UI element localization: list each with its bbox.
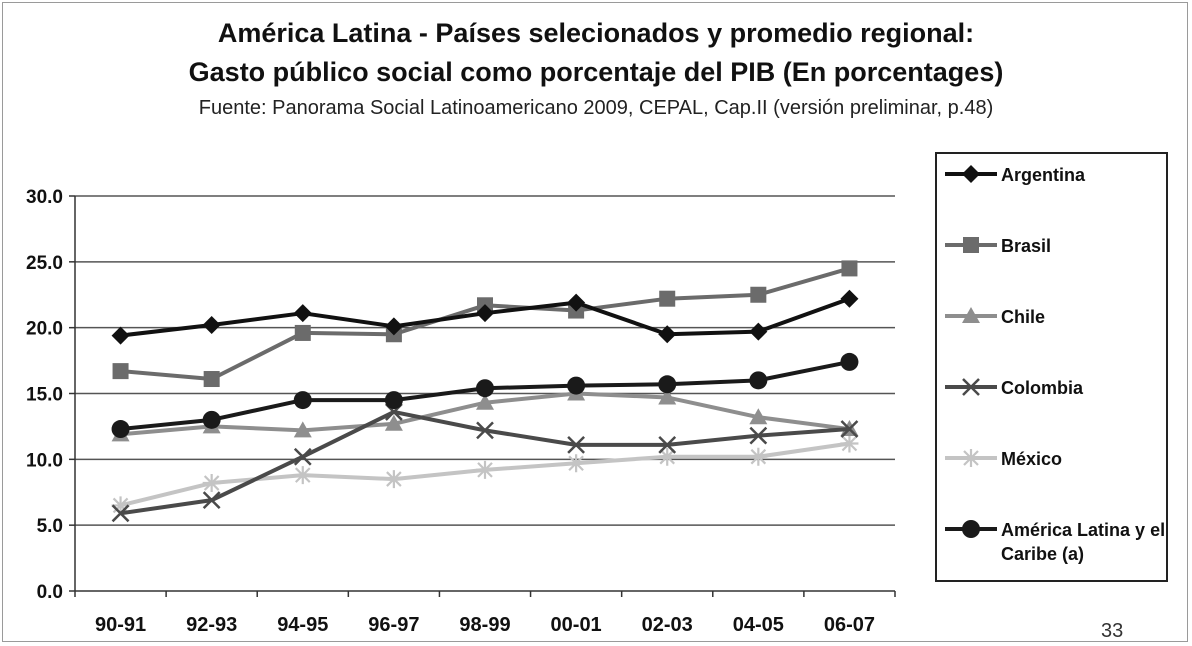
data-point [749, 322, 768, 341]
legend-label: Argentina [1001, 165, 1086, 185]
data-point [750, 286, 767, 303]
x-tick-label: 00-01 [551, 614, 602, 636]
data-point [840, 434, 859, 453]
legend-label: Brasil [1001, 236, 1052, 256]
legend-item: Colombia [937, 367, 1167, 407]
x-tick-label: 06-07 [824, 614, 875, 636]
legend-swatch [945, 165, 997, 183]
data-point [384, 414, 403, 431]
y-tick-label: 20.0 [26, 319, 63, 340]
data-point [384, 391, 403, 410]
data-point [476, 379, 494, 398]
legend-item: América Latina y el Caribe (a) [937, 509, 1167, 564]
x-tick-label: 96-97 [368, 614, 419, 636]
legend-label: América Latina y el Caribe (a) [1001, 520, 1166, 564]
x-tick-label: 04-05 [733, 614, 784, 636]
data-point [202, 316, 221, 335]
data-point [293, 447, 312, 466]
legend-marker [962, 165, 980, 183]
data-point [203, 371, 220, 388]
page-number: 33 [1101, 620, 1124, 642]
data-point [294, 324, 311, 341]
legend-swatch [945, 307, 997, 323]
data-point [112, 363, 129, 380]
x-tick-label: 90-91 [95, 614, 146, 636]
data-point [841, 260, 858, 277]
series-layer [111, 260, 859, 523]
legend-swatch [945, 520, 997, 538]
legend: Argentina Brasil Chile Colombia México Améric… [935, 152, 1168, 582]
data-point [476, 460, 494, 479]
data-point [111, 326, 130, 345]
data-point [202, 410, 221, 429]
legend-swatch [945, 449, 997, 467]
data-point [293, 304, 312, 323]
data-point [749, 371, 768, 390]
data-point [749, 408, 768, 425]
legend-swatch [945, 237, 997, 253]
data-point [293, 466, 312, 485]
data-point [749, 426, 768, 445]
data-point [567, 435, 585, 454]
data-point [293, 391, 312, 410]
x-tick-label: 92-93 [186, 614, 237, 636]
data-point [476, 393, 494, 410]
data-point [567, 293, 586, 312]
data-point [202, 474, 221, 493]
data-point [658, 435, 677, 454]
data-point [658, 375, 677, 394]
data-point [840, 420, 859, 438]
data-point [658, 388, 677, 405]
chart-title: América Latina - Países selecionados y p… [217, 18, 975, 48]
data-point [202, 491, 221, 510]
data-point [659, 290, 676, 307]
data-point [476, 304, 494, 323]
data-point [476, 421, 494, 440]
legend-item: Chile [937, 296, 1167, 336]
y-tick-label: 10.0 [26, 450, 63, 471]
chart-title-line2: Gasto público social como porcentaje del… [188, 57, 1004, 87]
x-tick-label: 94-95 [277, 614, 328, 636]
data-point [840, 352, 859, 371]
data-point [111, 504, 130, 523]
legend-item: Argentina [937, 154, 1167, 194]
data-point [293, 421, 312, 438]
data-point [840, 289, 859, 308]
axis-layer: 0.0 5.0 10.0 15.0 20.0 25.0 30.0 90-91 92-93 94-9… [26, 187, 896, 636]
data-point [658, 325, 677, 344]
data-point [658, 447, 677, 466]
chart-subtitle: Fuente: Panorama Social Latinoamericano … [198, 97, 994, 119]
legend-item: Brasil [937, 225, 1167, 265]
legend-label: México [1001, 449, 1063, 469]
data-point [111, 496, 130, 515]
legend-label: Colombia [1001, 378, 1084, 398]
y-tick-label: 30.0 [26, 187, 63, 208]
legend-swatch [945, 378, 997, 396]
legend-marker [962, 378, 980, 396]
data-point [111, 420, 130, 439]
legend-item: México [937, 438, 1167, 478]
data-point [567, 454, 586, 473]
x-tick-label: 98-99 [459, 614, 510, 636]
data-point [749, 447, 768, 466]
y-tick-label: 0.0 [37, 582, 63, 603]
legend-marker [963, 237, 979, 253]
data-point [567, 376, 586, 395]
data-point [384, 317, 403, 336]
y-tick-label: 15.0 [26, 385, 63, 406]
legend-marker [962, 307, 980, 323]
legend-marker [962, 520, 980, 538]
legend-marker [962, 449, 980, 467]
y-tick-label: 25.0 [26, 253, 63, 274]
y-tick-label: 5.0 [37, 516, 63, 537]
x-tick-label: 02-03 [642, 614, 693, 636]
legend-label: Chile [1001, 307, 1046, 327]
data-point [384, 470, 403, 489]
